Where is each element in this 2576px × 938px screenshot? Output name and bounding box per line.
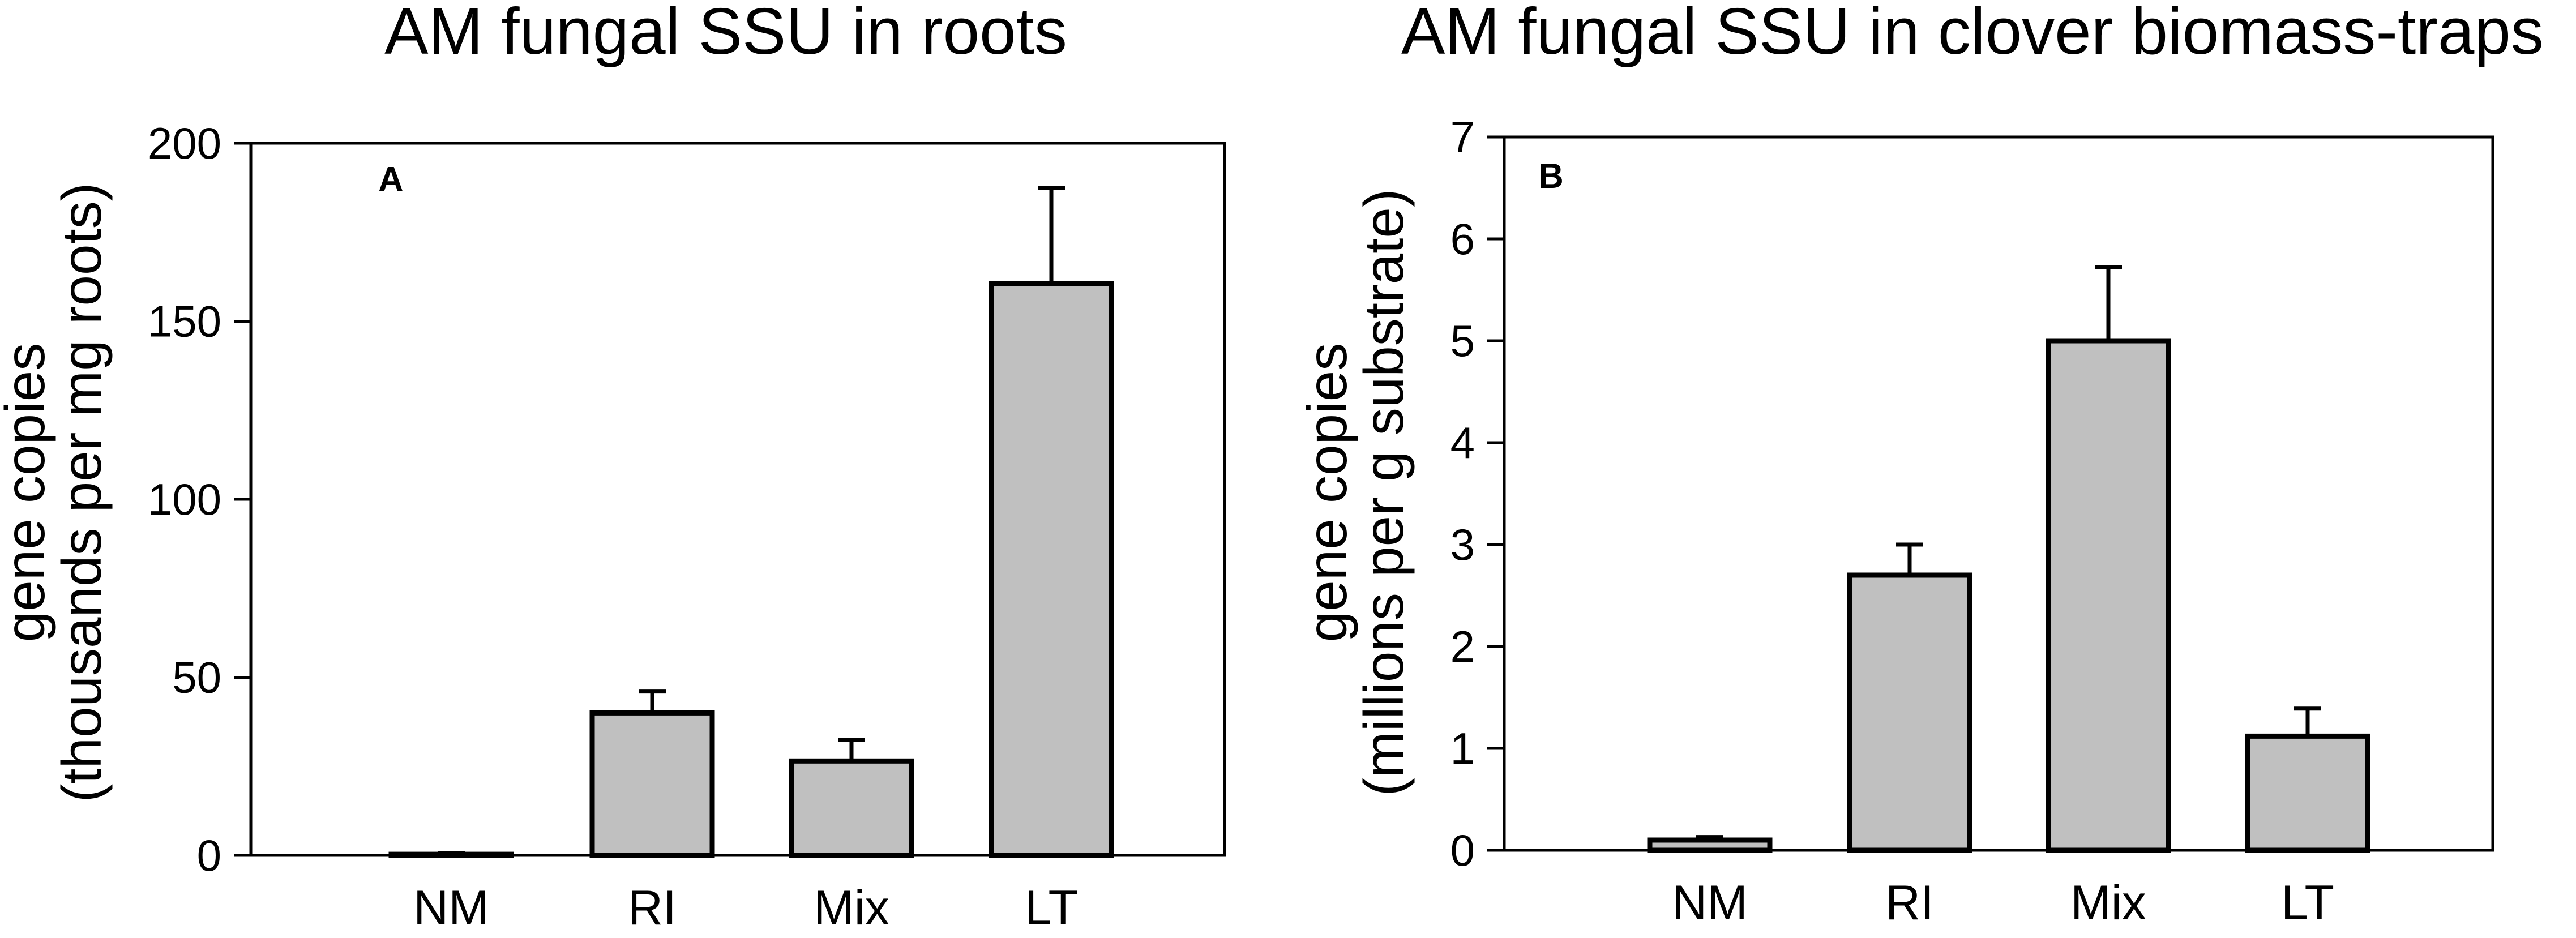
plot-marks: 0 1 2 3 4 5 6 7 NM RI Mix LT xyxy=(1450,112,2370,930)
chart-title: AM fungal SSU in clover biomass-traps xyxy=(1401,0,2544,68)
x-category-label: NM xyxy=(413,881,489,935)
x-category-label: LT xyxy=(1025,881,1078,935)
bar xyxy=(589,710,715,858)
y-axis-label-line-1: gene copies xyxy=(0,343,56,643)
y-tick-label: 150 xyxy=(148,297,221,346)
bar xyxy=(1847,572,1972,853)
y-tick-label: 200 xyxy=(148,118,221,168)
bar xyxy=(2245,733,2370,853)
y-tick-label: 2 xyxy=(1450,622,1475,671)
bar xyxy=(989,281,1114,858)
x-category-label: Mix xyxy=(814,881,889,935)
plot-area-frame xyxy=(1503,135,2494,852)
plot-marks: 0 50 100 150 200 NM RI Mix LT xyxy=(148,118,1114,935)
bar xyxy=(789,758,914,858)
y-tick-label: 0 xyxy=(1450,825,1475,875)
chart-title: AM fungal SSU in roots xyxy=(384,0,1067,68)
panel-label: A xyxy=(378,160,404,199)
x-category-label: Mix xyxy=(2070,876,2146,930)
bar xyxy=(2046,338,2171,853)
y-tick-label: 50 xyxy=(172,653,221,703)
y-axis-label-line-2: (thousands per mg roots) xyxy=(50,183,113,803)
chart-panel-b: AM fungal SSU in clover biomass-traps ge… xyxy=(1296,0,2544,930)
y-tick-label: 4 xyxy=(1450,418,1475,468)
y-tick-label: 0 xyxy=(197,830,221,880)
y-axis-label-line-2: (millions per g substrate) xyxy=(1353,189,1415,796)
y-tick-label: 6 xyxy=(1450,214,1475,264)
x-category-label: RI xyxy=(628,881,677,935)
x-category-label: LT xyxy=(2281,876,2334,930)
y-tick-label: 100 xyxy=(148,474,221,524)
x-category-label: NM xyxy=(1672,876,1748,930)
bar xyxy=(1647,837,1773,853)
chart-panel-a: AM fungal SSU in roots gene copies (thou… xyxy=(0,0,1226,935)
x-category-label: RI xyxy=(1885,876,1934,930)
bar xyxy=(388,851,514,858)
y-tick-label: 1 xyxy=(1450,723,1475,773)
y-tick-label: 5 xyxy=(1450,316,1475,366)
y-tick-label: 7 xyxy=(1450,112,1475,162)
y-axis-label-line-1: gene copies xyxy=(1296,343,1358,643)
y-tick-label: 3 xyxy=(1450,520,1475,569)
panel-label: B xyxy=(1538,157,1564,196)
